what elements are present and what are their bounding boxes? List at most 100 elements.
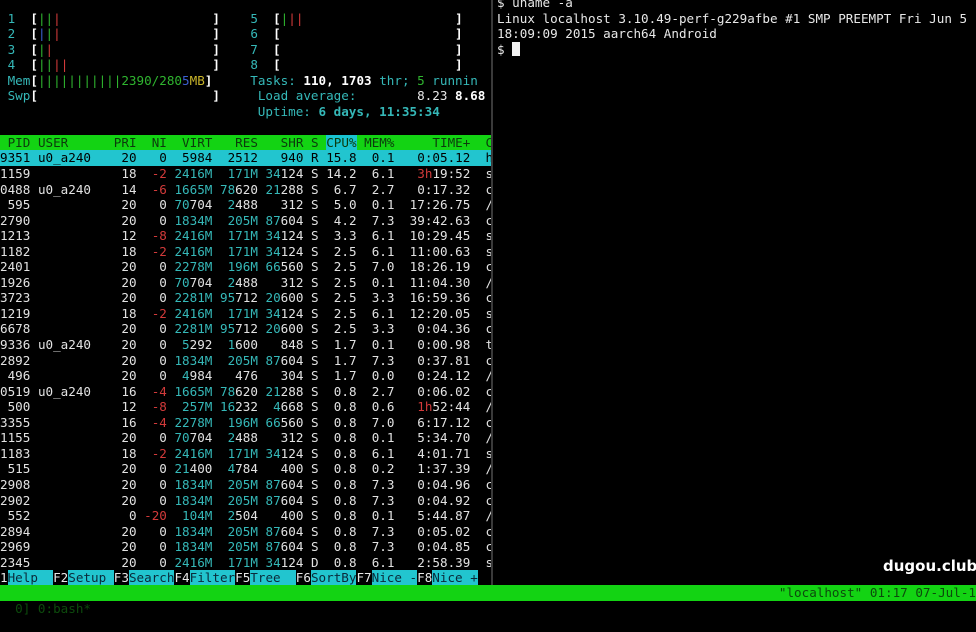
- process-row[interactable]: 1213 12 -8 2416M 171M 34124 S 3.3 6.1 10…: [0, 228, 491, 244]
- shell-text: Linux localhost 3.10.49-perf-g229afbe #1…: [497, 10, 968, 26]
- process-row[interactable]: 0519 u0_a240 16 -4 1665M 78620 21288 S 0…: [0, 384, 491, 400]
- fkey-f2[interactable]: F2: [53, 570, 69, 586]
- column-header-time[interactable]: TIME+: [402, 134, 471, 150]
- function-setup-button[interactable]: Setup: [68, 570, 114, 586]
- bracket: [: [257, 57, 281, 73]
- cell-cpu: 15.8: [326, 150, 357, 166]
- column-header-virt[interactable]: VIRT: [174, 134, 213, 150]
- function-filter-button[interactable]: Filter: [189, 570, 236, 586]
- process-row[interactable]: 1159 18 -2 2416M 171M 34124 S 14.2 6.1 3…: [0, 166, 491, 182]
- cell-virt: 2278M: [174, 259, 213, 275]
- process-row[interactable]: 9336 u0_a240 20 0 5292 1600 848 S 1.7 0.…: [0, 337, 491, 353]
- column-header-c[interactable]: C: [485, 134, 492, 150]
- cell-s: S: [311, 166, 319, 182]
- fkey-f6[interactable]: F6: [295, 570, 311, 586]
- process-row[interactable]: 2790 20 0 1834M 205M 87604 S 4.2 7.3 39:…: [0, 213, 491, 229]
- process-row[interactable]: 2908 20 0 1834M 205M 87604 S 0.8 7.3 0:0…: [0, 477, 491, 493]
- process-row[interactable]: 3723 20 0 2281M 95712 20600 S 2.5 3.3 16…: [0, 290, 491, 306]
- process-row[interactable]: 1182 18 -2 2416M 171M 34124 S 2.5 6.1 11…: [0, 244, 491, 260]
- cell-c: c: [485, 290, 492, 306]
- process-row[interactable]: 515 20 0 21400 4784 400 S 0.8 0.2 1:37.3…: [0, 461, 491, 477]
- process-row[interactable]: 2401 20 0 2278M 196M 66560 S 2.5 7.0 18:…: [0, 259, 491, 275]
- function-nice-button[interactable]: Nice -: [371, 570, 418, 586]
- process-row[interactable]: 1183 18 -2 2416M 171M 34124 S 0.8 6.1 4:…: [0, 446, 491, 462]
- shell-pane[interactable]: $ uname -a Linux localhost 3.10.49-perf-g…: [497, 0, 976, 598]
- cell-cpu: 0.8: [326, 399, 357, 415]
- column-header-ni[interactable]: NI: [144, 134, 167, 150]
- process-row[interactable]: 2894 20 0 1834M 205M 87604 S 0.8 7.3 0:0…: [0, 524, 491, 540]
- function-nice-button[interactable]: Nice +: [432, 570, 478, 586]
- cell-time: 3h19:52: [402, 166, 471, 182]
- fkey-f7[interactable]: F7: [356, 570, 372, 586]
- column-header-pri[interactable]: PRI: [113, 134, 137, 150]
- spacer: [212, 555, 220, 570]
- process-row[interactable]: 2345 20 0 2416M 171M 34124 D 0.8 6.1 2:5…: [0, 555, 491, 571]
- spacer: [470, 430, 485, 445]
- spacer: [357, 306, 365, 321]
- process-row[interactable]: 595 20 0 70704 2488 312 S 5.0 0.1 17:26.…: [0, 197, 491, 213]
- spacer: [357, 135, 365, 150]
- column-header-mem[interactable]: MEM%: [364, 134, 395, 150]
- process-row[interactable]: 1926 20 0 70704 2488 312 S 2.5 0.1 11:04…: [0, 275, 491, 291]
- spacer: [303, 539, 311, 554]
- fkey-f3[interactable]: F3: [113, 570, 129, 586]
- text-cursor[interactable]: [512, 41, 520, 56]
- cell-s: S: [311, 414, 319, 430]
- spacer: [53, 42, 212, 57]
- column-header-user[interactable]: USER: [37, 134, 107, 150]
- process-row[interactable]: 552 0 -20 104M 2504 400 S 0.8 0.1 5:44.8…: [0, 508, 491, 524]
- pane-divider[interactable]: [491, 0, 493, 585]
- spacer: [258, 399, 266, 414]
- process-row[interactable]: 1155 20 0 70704 2488 312 S 0.8 0.1 5:34.…: [0, 430, 491, 446]
- function-help-button[interactable]: Help: [7, 570, 54, 586]
- column-header-s[interactable]: S: [311, 134, 319, 150]
- cell-time: 0:04.92: [402, 492, 471, 508]
- column-header-cpu[interactable]: CPU%: [326, 134, 357, 150]
- window-list[interactable]: 0] 0:bash*: [15, 600, 91, 616]
- column-header-pid[interactable]: PID: [0, 134, 31, 150]
- column-header-shr[interactable]: SHR: [265, 134, 304, 150]
- spacer: [357, 461, 365, 476]
- cell-mem: 7.3: [364, 492, 395, 508]
- function-tree-button[interactable]: Tree: [250, 570, 296, 586]
- column-header-res[interactable]: RES: [219, 134, 258, 150]
- cell-s: S: [311, 461, 319, 477]
- cell-time: 12:20.05: [402, 305, 471, 321]
- process-row[interactable]: 496 20 0 4984 476 304 S 1.7 0.0 0:24.12 …: [0, 368, 491, 384]
- htop-pane[interactable]: 1 [||| ] 5 [||| ] 2 [||| ] 6 [ ] 3 [|| ]…: [0, 0, 491, 598]
- cell-virt: 1834M: [174, 352, 213, 368]
- process-row[interactable]: 500 12 -8 257M 16232 4668 S 0.8 0.6 1h52…: [0, 399, 491, 415]
- fkey-1[interactable]: 1: [0, 570, 8, 586]
- process-row[interactable]: 2902 20 0 1834M 205M 87604 S 0.8 7.3 0:0…: [0, 493, 491, 509]
- process-row[interactable]: 0488 u0_a240 14 -6 1665M 78620 21288 S 6…: [0, 182, 491, 198]
- cell-cpu: 6.7: [326, 181, 357, 197]
- function-sortby-button[interactable]: SortBy: [310, 570, 357, 586]
- process-row[interactable]: 1219 18 -2 2416M 171M 34124 S 2.5 6.1 12…: [0, 306, 491, 322]
- process-row[interactable]: 9351 u0_a240 20 0 5984 2512 940 R 15.8 0…: [0, 150, 491, 167]
- cell-user: [38, 275, 106, 290]
- spacer: [106, 384, 114, 399]
- spacer: [470, 244, 485, 259]
- cell-cpu: 14.2: [326, 166, 357, 182]
- cell-mem: 6.1: [364, 305, 395, 321]
- cell-time: 0:04.85: [402, 539, 471, 555]
- cell-res: 2488: [219, 274, 258, 290]
- fkey-f8[interactable]: F8: [417, 570, 433, 586]
- spacer: [258, 182, 266, 197]
- spacer: [106, 150, 114, 165]
- cell-mem: 0.1: [364, 197, 395, 213]
- cell-user: [38, 477, 106, 492]
- cell-res: 2488: [219, 430, 258, 446]
- process-row[interactable]: 2969 20 0 1834M 205M 87604 S 0.8 7.3 0:0…: [0, 539, 491, 555]
- cell-pri: 20: [113, 290, 137, 306]
- process-row[interactable]: 3355 16 -4 2278M 196M 66560 S 0.8 7.0 6:…: [0, 415, 491, 431]
- fkey-f5[interactable]: F5: [235, 570, 251, 586]
- load-label: Load average:: [257, 88, 364, 104]
- process-row[interactable]: 6678 20 0 2281M 95712 20600 S 2.5 3.3 0:…: [0, 321, 491, 337]
- process-row[interactable]: 2892 20 0 1834M 205M 87604 S 1.7 7.3 0:3…: [0, 353, 491, 369]
- cell-user: u0_a240: [37, 150, 107, 166]
- bracket: ]: [212, 88, 220, 104]
- cell-time: 0:37.81: [402, 352, 471, 368]
- fkey-f4[interactable]: F4: [174, 570, 190, 586]
- function-search-button[interactable]: Search: [128, 570, 175, 586]
